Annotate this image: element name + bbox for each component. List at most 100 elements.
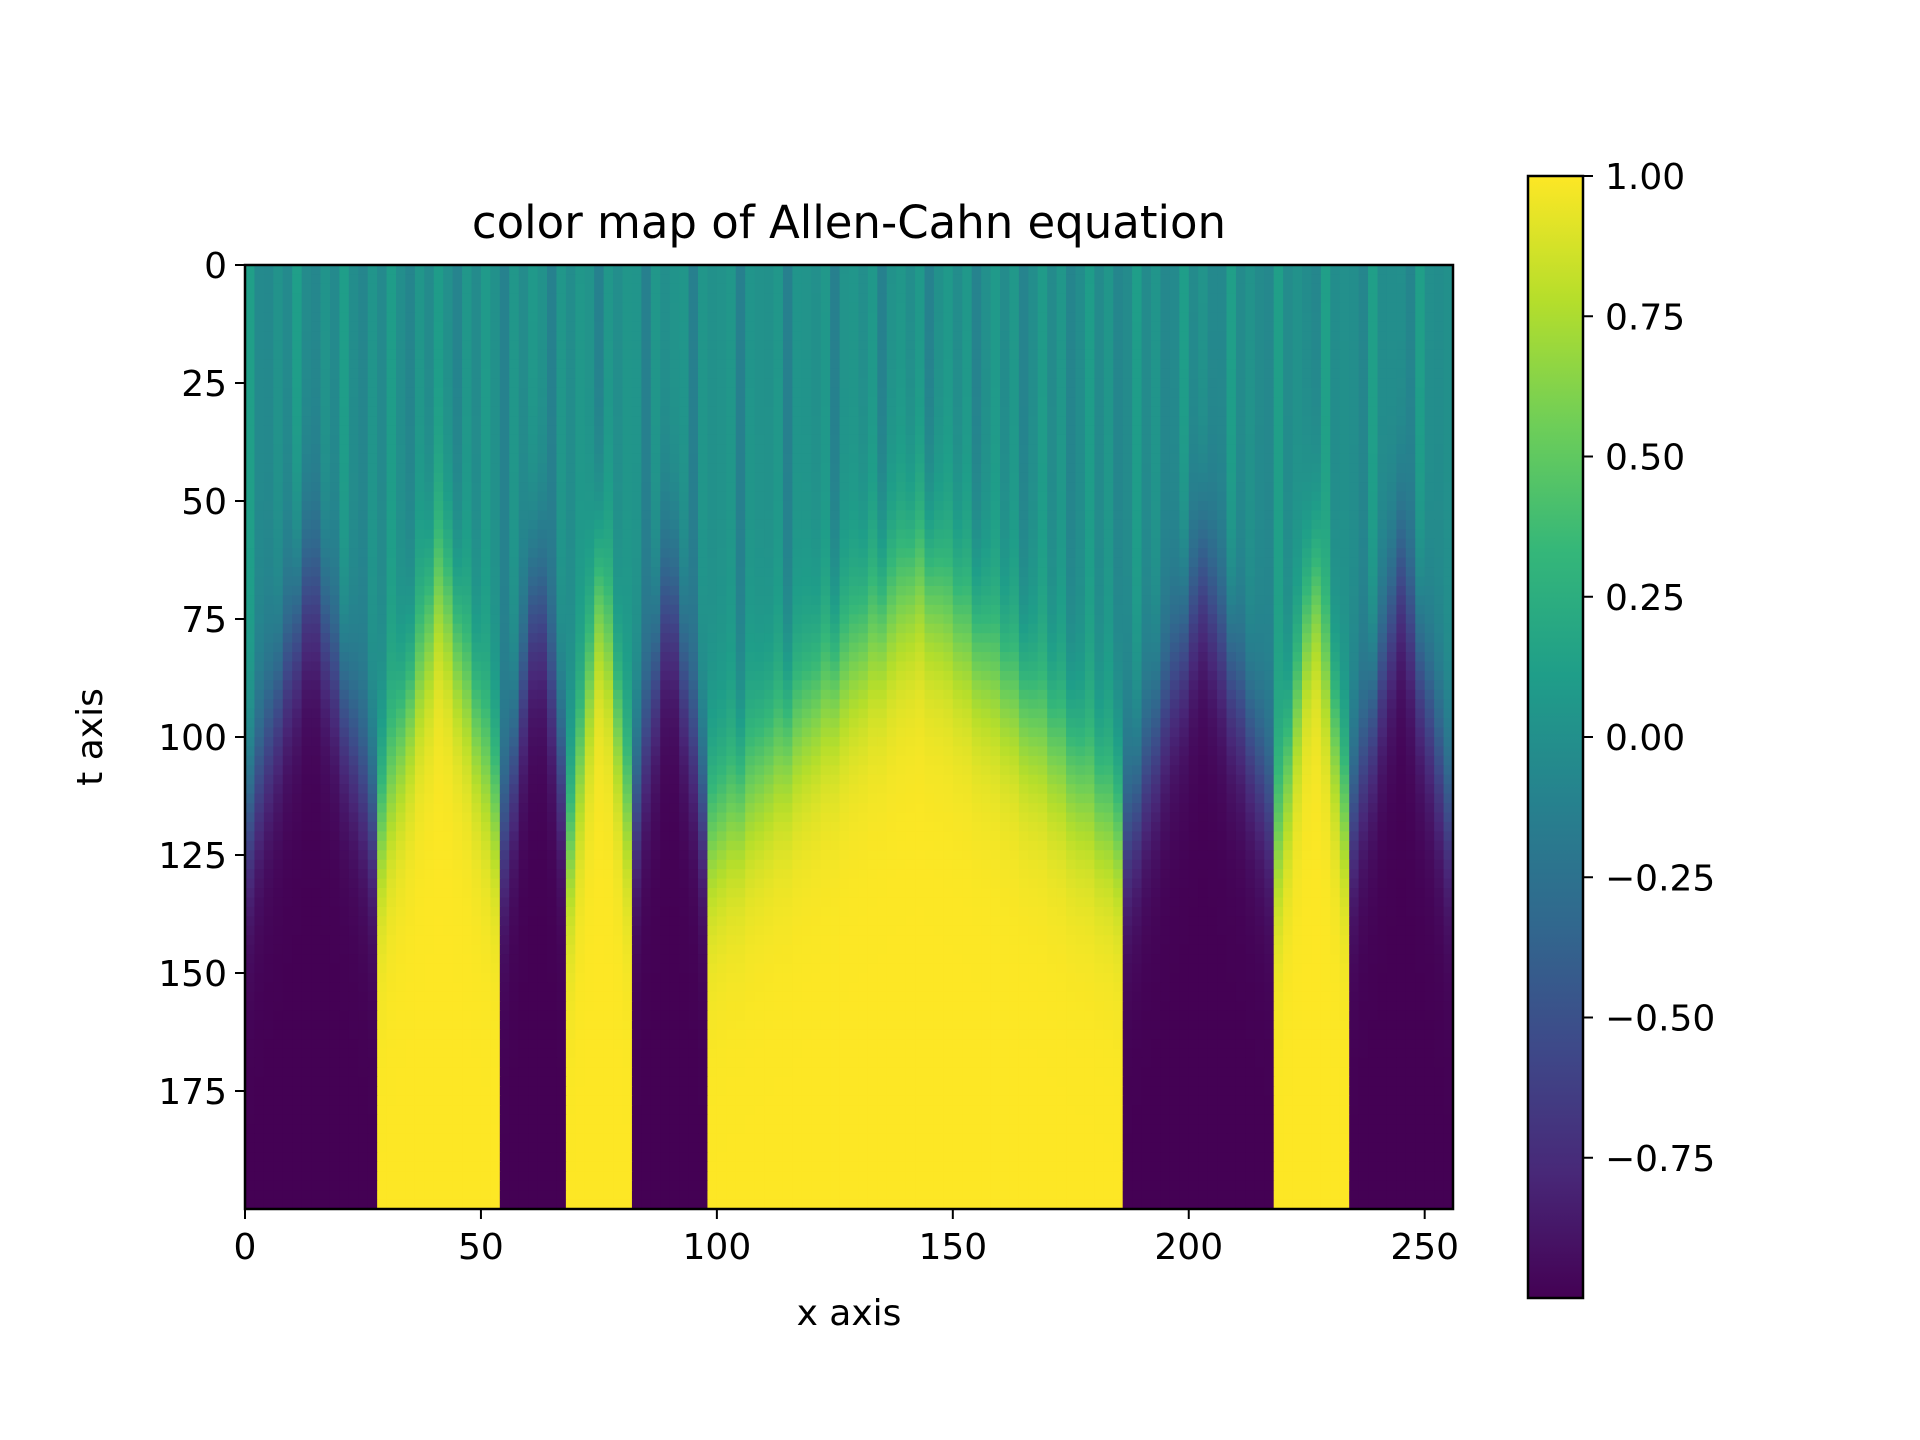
heatmap-cell (1386, 387, 1397, 398)
heatmap-cell (764, 359, 775, 370)
heatmap-cell (424, 585, 435, 596)
heatmap-cell (792, 453, 803, 464)
heatmap-cell (764, 557, 775, 568)
heatmap-cell (1169, 340, 1180, 351)
heatmap-cell (584, 453, 595, 464)
heatmap-cell (698, 397, 709, 408)
heatmap-cell (320, 472, 331, 483)
heatmap-cell (1386, 416, 1397, 427)
heatmap-cell (1386, 538, 1397, 549)
heatmap-cell (367, 283, 378, 294)
heatmap-cell (896, 529, 907, 540)
heatmap-cell (329, 331, 340, 342)
heatmap-cell (386, 453, 397, 464)
heatmap-cell (1339, 283, 1350, 294)
heatmap-cell (396, 331, 407, 342)
heatmap-cell (981, 321, 992, 332)
heatmap-cell (537, 387, 548, 398)
heatmap-cell (339, 614, 350, 625)
heatmap-cell (735, 387, 746, 398)
heatmap-cell (1226, 453, 1237, 464)
heatmap-cell (301, 321, 312, 332)
heatmap-cell (1179, 501, 1190, 512)
heatmap-cell (329, 397, 340, 408)
heatmap-cell (820, 416, 831, 427)
heatmap-cell (433, 349, 444, 360)
heatmap-cell (386, 265, 397, 276)
heatmap-cell (707, 453, 718, 464)
heatmap-cell (1122, 557, 1133, 568)
heatmap-cell (1207, 265, 1218, 276)
heatmap-cell (1075, 444, 1086, 455)
heatmap-cell (754, 567, 765, 578)
heatmap-cell (1424, 416, 1435, 427)
heatmap-cell (1349, 604, 1360, 615)
heatmap-cell (782, 340, 793, 351)
heatmap-cell (1037, 501, 1048, 512)
heatmap-cell (782, 585, 793, 596)
heatmap-cell (339, 340, 350, 351)
heatmap-cell (1368, 340, 1379, 351)
heatmap-cell (792, 378, 803, 389)
heatmap-cell (707, 416, 718, 427)
heatmap-cell (1245, 491, 1256, 502)
heatmap-cell (339, 283, 350, 294)
heatmap-cell (301, 472, 312, 483)
heatmap-cell (1160, 463, 1171, 474)
heatmap-cell (292, 406, 303, 417)
heatmap-cell (933, 406, 944, 417)
heatmap-cell (735, 510, 746, 521)
heatmap-cell (433, 538, 444, 549)
heatmap-cell (745, 340, 756, 351)
heatmap-cell (1443, 425, 1453, 436)
heatmap-cell (490, 302, 501, 313)
heatmap-cell (688, 434, 699, 445)
heatmap-cell (509, 472, 520, 483)
heatmap-cell (339, 359, 350, 370)
heatmap-cell (820, 397, 831, 408)
heatmap-cell (509, 340, 520, 351)
heatmap-cell (1283, 519, 1294, 530)
heatmap-cell (688, 416, 699, 427)
heatmap-cell (386, 529, 397, 540)
heatmap-cell (669, 557, 680, 568)
heatmap-cell (367, 576, 378, 587)
heatmap-cell (1151, 604, 1162, 615)
heatmap-cell (735, 548, 746, 559)
heatmap-cell (273, 557, 284, 568)
heatmap-cell (1075, 557, 1086, 568)
heatmap-cell (443, 283, 454, 294)
heatmap-cell (603, 501, 614, 512)
heatmap-cell (858, 604, 869, 615)
heatmap-cell (528, 491, 539, 502)
heatmap-cell (773, 283, 784, 294)
heatmap-cell (443, 482, 454, 493)
heatmap-cell (1339, 321, 1350, 332)
heatmap-cell (707, 501, 718, 512)
heatmap-cell (509, 378, 520, 389)
heatmap-cell (1311, 387, 1322, 398)
heatmap-cell (641, 265, 652, 276)
heatmap-cell (1302, 529, 1313, 540)
heatmap-cell (1330, 425, 1341, 436)
heatmap-cell (424, 604, 435, 615)
heatmap-cell (849, 510, 860, 521)
heatmap-cell (1028, 406, 1039, 417)
heatmap-cell (820, 482, 831, 493)
heatmap-cell (1386, 604, 1397, 615)
heatmap-cell (905, 529, 916, 540)
heatmap-cell (1141, 293, 1152, 304)
heatmap-cell (282, 576, 293, 587)
heatmap-cell (490, 453, 501, 464)
heatmap-cell (707, 387, 718, 398)
heatmap-cell (764, 623, 775, 634)
heatmap-cell (622, 491, 633, 502)
heatmap-cell (707, 529, 718, 540)
heatmap-cell (292, 510, 303, 521)
heatmap-cell (735, 595, 746, 606)
heatmap-cell (311, 387, 322, 398)
heatmap-cell (433, 604, 444, 615)
heatmap-cell (556, 623, 567, 634)
heatmap-cell (320, 595, 331, 606)
heatmap-cell (707, 472, 718, 483)
